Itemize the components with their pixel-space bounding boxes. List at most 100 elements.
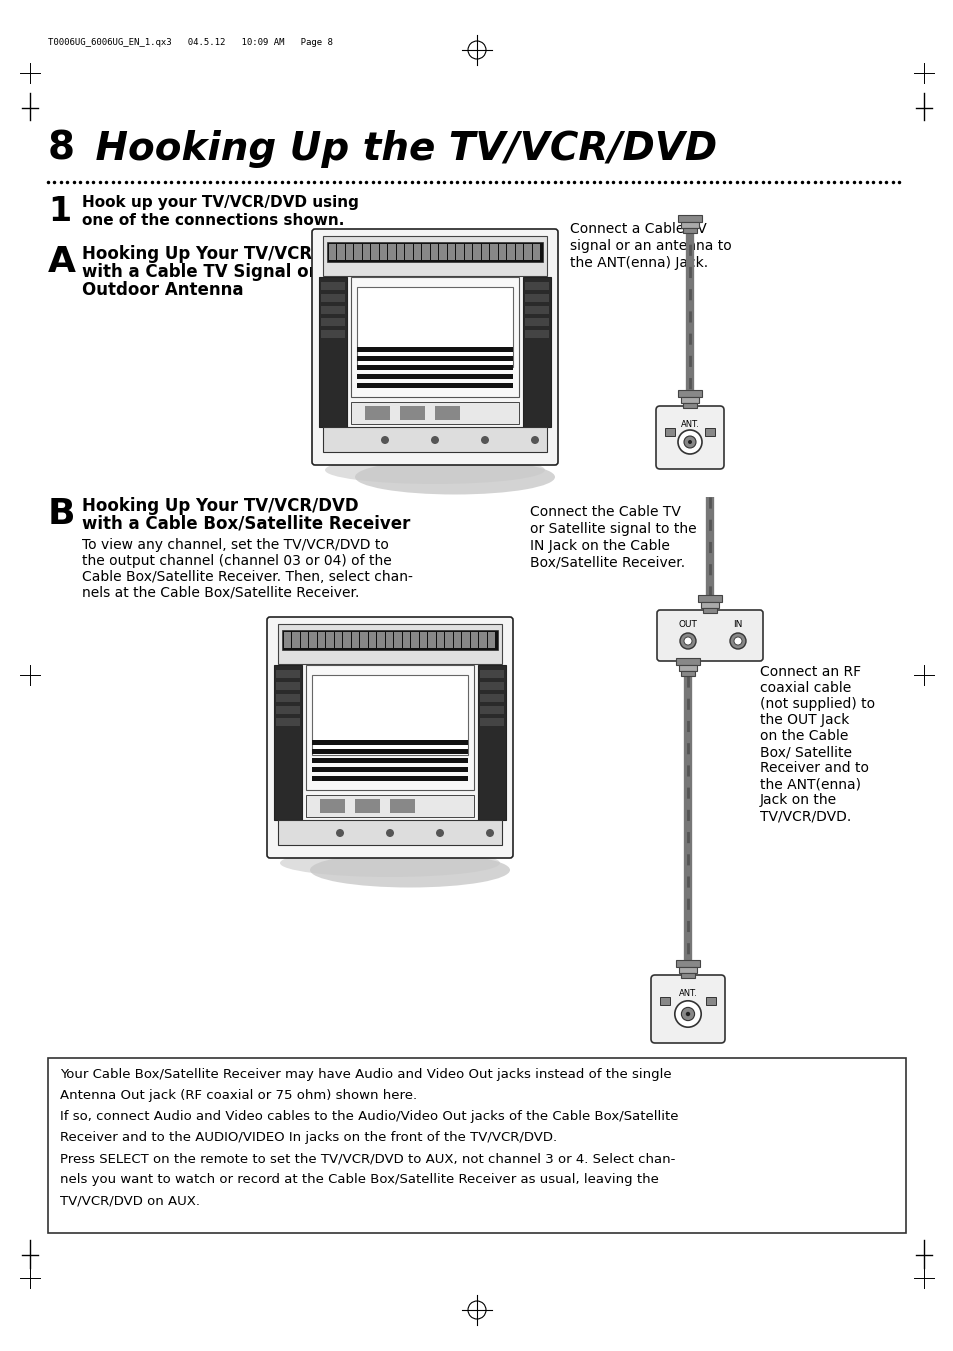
Bar	[356, 357, 513, 361]
Text: nels you want to watch or record at the Cable Box/Satellite Receiver as usual, l: nels you want to watch or record at the …	[60, 1173, 659, 1186]
Bar	[320, 330, 345, 338]
Bar	[356, 286, 513, 367]
Bar	[284, 632, 292, 648]
Text: Your Cable Box/Satellite Receiver may have Audio and Video Out jacks instead of : Your Cable Box/Satellite Receiver may ha…	[60, 1069, 671, 1081]
Bar	[356, 347, 513, 353]
Bar	[445, 632, 452, 648]
Bar	[479, 694, 503, 703]
Bar	[702, 608, 717, 613]
Bar	[470, 632, 477, 648]
Bar	[320, 317, 345, 326]
Bar	[369, 632, 375, 648]
FancyBboxPatch shape	[267, 617, 513, 858]
Bar	[312, 775, 468, 781]
FancyBboxPatch shape	[657, 611, 762, 661]
Bar	[419, 632, 427, 648]
Bar	[436, 632, 444, 648]
Bar	[524, 295, 548, 303]
Bar	[277, 624, 501, 663]
Bar	[659, 997, 669, 1005]
Bar	[524, 282, 548, 290]
Text: If so, connect Audio and Video cables to the Audio/Video Out jacks of the Cable : If so, connect Audio and Video cables to…	[60, 1111, 678, 1123]
Circle shape	[380, 436, 389, 444]
Text: the ANT(enna): the ANT(enna)	[760, 777, 861, 790]
Text: Hooking Up Your TV/VCR/DVD: Hooking Up Your TV/VCR/DVD	[82, 497, 358, 515]
Bar	[402, 632, 410, 648]
Bar	[532, 245, 539, 259]
Text: with a Cable Box/Satellite Receiver: with a Cable Box/Satellite Receiver	[82, 515, 410, 534]
Bar	[498, 245, 505, 259]
Bar	[428, 632, 436, 648]
Bar	[320, 282, 345, 290]
Bar	[479, 707, 503, 713]
Bar	[351, 403, 518, 424]
Bar	[524, 330, 548, 338]
Text: Hook up your TV/VCR/DVD using: Hook up your TV/VCR/DVD using	[82, 195, 358, 209]
Ellipse shape	[310, 852, 510, 888]
Text: TV/VCR/DVD.: TV/VCR/DVD.	[760, 809, 850, 823]
Circle shape	[733, 638, 741, 644]
Bar	[275, 670, 299, 678]
Circle shape	[683, 436, 696, 449]
Bar	[682, 228, 697, 232]
Bar	[312, 758, 468, 763]
Circle shape	[436, 830, 443, 838]
Bar	[698, 594, 721, 603]
Bar	[414, 245, 421, 259]
Circle shape	[674, 1001, 700, 1027]
Text: Hooking Up the TV/VCR/DVD: Hooking Up the TV/VCR/DVD	[82, 130, 717, 168]
Bar	[680, 973, 695, 978]
Bar	[435, 407, 459, 420]
Circle shape	[729, 634, 745, 648]
Text: (not supplied) to: (not supplied) to	[760, 697, 874, 711]
Bar	[274, 665, 302, 820]
FancyBboxPatch shape	[656, 407, 723, 469]
Bar	[461, 632, 469, 648]
Circle shape	[386, 830, 394, 838]
Bar	[431, 245, 437, 259]
Bar	[312, 748, 468, 754]
Bar	[356, 374, 513, 380]
Bar	[335, 632, 342, 648]
Bar	[371, 245, 378, 259]
Text: Box/Satellite Receiver.: Box/Satellite Receiver.	[530, 557, 684, 570]
Bar	[678, 390, 701, 397]
Bar	[679, 665, 697, 671]
Bar	[329, 245, 336, 259]
Bar	[275, 707, 299, 713]
Bar	[453, 632, 460, 648]
Text: A: A	[48, 245, 76, 280]
Text: Connect the Cable TV: Connect the Cable TV	[530, 505, 680, 519]
Circle shape	[485, 830, 494, 838]
Bar	[327, 242, 542, 262]
Bar	[355, 245, 361, 259]
Bar	[300, 632, 308, 648]
Bar	[275, 694, 299, 703]
Circle shape	[683, 638, 691, 644]
Bar	[524, 317, 548, 326]
Bar	[48, 1058, 905, 1233]
Bar	[337, 245, 345, 259]
Bar	[479, 717, 503, 725]
Circle shape	[431, 436, 438, 444]
Circle shape	[531, 436, 538, 444]
Text: Cable Box/Satellite Receiver. Then, select chan-: Cable Box/Satellite Receiver. Then, sele…	[82, 570, 413, 584]
Text: Outdoor Antenna: Outdoor Antenna	[82, 281, 243, 299]
Text: IN Jack on the Cable: IN Jack on the Cable	[530, 539, 669, 553]
Bar	[464, 245, 472, 259]
Bar	[405, 245, 413, 259]
Bar	[293, 632, 299, 648]
Bar	[275, 717, 299, 725]
Text: nels at the Cable Box/Satellite Receiver.: nels at the Cable Box/Satellite Receiver…	[82, 586, 359, 600]
Bar	[522, 277, 551, 427]
Bar	[481, 245, 489, 259]
Bar	[680, 222, 699, 228]
Bar	[700, 603, 719, 608]
Bar	[490, 245, 497, 259]
Bar	[318, 277, 347, 427]
Text: one of the connections shown.: one of the connections shown.	[82, 213, 344, 228]
Bar	[479, 670, 503, 678]
Bar	[282, 630, 497, 650]
Text: 1: 1	[48, 195, 71, 228]
Bar	[362, 245, 370, 259]
